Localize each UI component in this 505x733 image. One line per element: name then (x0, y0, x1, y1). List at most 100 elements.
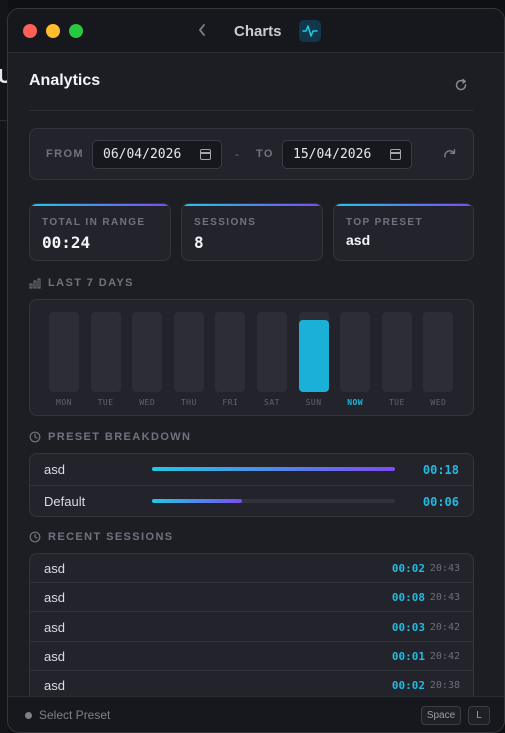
status-dot (25, 712, 32, 719)
session-preset-name: asd (44, 648, 65, 664)
stat-label: SESSIONS (194, 217, 257, 228)
stat-label: TOP PRESET (346, 217, 423, 228)
session-preset-name: asd (44, 678, 65, 694)
stat-sessions: SESSIONS 8 (181, 203, 323, 261)
from-date-input[interactable]: 06/04/2026 (92, 140, 222, 169)
redo-icon (444, 149, 456, 158)
bar-sat-5 (257, 312, 287, 392)
space-shortcut-key[interactable]: Space (421, 706, 461, 725)
activity-button[interactable] (299, 20, 321, 42)
session-time: 20:43 (429, 592, 460, 604)
preset-time: 00:18 (422, 463, 459, 477)
last-7-days-header: LAST 7 DAYS (29, 277, 134, 289)
range-dash: - (235, 147, 239, 161)
background-divider (0, 120, 8, 121)
session-duration: 00:01 (391, 649, 425, 663)
session-time: 20:38 (429, 680, 460, 692)
stat-value: 8 (194, 233, 204, 252)
session-duration: 00:03 (391, 620, 425, 634)
calendar-icon[interactable] (200, 149, 211, 160)
to-date-value: 15/04/2026 (293, 147, 372, 162)
bar-label: WED (430, 398, 447, 407)
stat-value: asd (346, 232, 371, 248)
stat-label: TOTAL IN RANGE (42, 217, 146, 228)
bar-label: SUN (305, 398, 322, 407)
date-range-card: FROM 06/04/2026 - TO 15/04/2026 (29, 128, 474, 180)
bar-label: WED (139, 398, 156, 407)
bar-thu-3 (173, 312, 204, 392)
preset-name: asd (44, 462, 65, 477)
bar-fill (298, 320, 329, 392)
from-label: FROM (46, 148, 84, 160)
session-preset-name: asd (44, 561, 65, 576)
refresh-button[interactable] (452, 76, 470, 94)
calendar-icon[interactable] (390, 149, 401, 160)
bar-chart-icon (29, 278, 41, 288)
footer-bar: Select Preset Space L (8, 696, 504, 732)
bar-label: TUE (97, 398, 114, 407)
stat-value: 00:24 (42, 233, 91, 252)
session-preset-name: asd (44, 619, 65, 635)
analytics-content[interactable]: Analytics FROM 06/04/2026 - TO 15/04/202… (8, 54, 504, 696)
session-preset-name: asd (44, 590, 65, 606)
bar-label: TUE (388, 398, 405, 407)
to-label: TO (256, 148, 274, 160)
recent-session-row[interactable]: asd 00:08 20:43 (30, 583, 473, 613)
preset-breakdown-list: asd 00:18 Default 00:06 (29, 453, 474, 517)
recent-session-row[interactable]: asd 00:02 20:43 (30, 554, 473, 583)
bar-label: FRI (222, 398, 239, 407)
bar-label: THU (180, 398, 197, 407)
session-duration: 00:02 (391, 679, 425, 693)
recent-session-row[interactable]: asd 00:03 20:42 (30, 613, 473, 642)
bar-wed-2 (132, 312, 163, 392)
stat-top-preset: TOP PRESET asd (333, 203, 474, 261)
section-title: PRESET BREAKDOWN (48, 431, 192, 443)
chevron-left-icon[interactable] (197, 22, 207, 43)
activity-icon (302, 25, 318, 37)
bar-fri-4 (215, 312, 246, 392)
reset-range-button[interactable] (440, 144, 460, 164)
bar-tue-1 (90, 312, 121, 392)
recent-session-row[interactable]: asd 00:01 20:42 (30, 642, 473, 671)
bar-tue-8 (381, 312, 412, 392)
session-duration: 00:08 (391, 591, 425, 605)
select-preset-button[interactable]: Select Preset (39, 708, 111, 722)
title-divider (29, 110, 474, 111)
l-shortcut-key[interactable]: L (468, 706, 490, 725)
bar-label: NOW (347, 398, 364, 407)
close-window-button[interactable] (23, 24, 37, 38)
zoom-window-button[interactable] (69, 24, 83, 38)
stat-total-in-range: TOTAL IN RANGE 00:24 (29, 203, 171, 261)
preset-progress-track (152, 467, 395, 471)
clock-icon (29, 531, 41, 543)
session-time: 20:42 (429, 621, 460, 633)
last-7-days-chart: MON TUE WED THU FRI SAT SUN NOW TUE WED (29, 299, 474, 416)
session-time: 20:43 (429, 563, 460, 574)
preset-breakdown-header: PRESET BREAKDOWN (29, 431, 191, 443)
to-date-input[interactable]: 15/04/2026 (282, 140, 412, 169)
window-title: Charts (234, 23, 282, 40)
minimize-window-button[interactable] (46, 24, 60, 38)
bar-label: MON (56, 398, 72, 407)
session-time: 20:42 (429, 650, 460, 662)
recent-session-row[interactable]: asd 00:02 20:38 (30, 671, 473, 696)
recent-sessions-list[interactable]: asd 00:02 20:43 asd 00:08 20:43 asd 00:03 20:42 a… (29, 553, 474, 696)
page-title: Analytics (29, 72, 101, 89)
refresh-icon (455, 78, 467, 91)
preset-row[interactable]: asd 00:18 (30, 454, 473, 485)
bar-label: SAT (264, 398, 280, 407)
clock-icon (29, 431, 41, 443)
preset-time: 00:06 (422, 495, 459, 509)
section-title: RECENT SESSIONS (48, 531, 174, 543)
preset-name: Default (44, 494, 86, 509)
bar-now-7 (340, 312, 371, 392)
title-bar: Charts (8, 9, 504, 53)
analytics-window: Charts Analytics FROM 06/04/2026 - TO 15… (7, 8, 505, 733)
bar-sun-6 (298, 312, 329, 392)
recent-sessions-header: RECENT SESSIONS (29, 531, 174, 543)
section-title: LAST 7 DAYS (48, 277, 134, 289)
bar-wed-9 (423, 312, 454, 392)
preset-row[interactable]: Default 00:06 (30, 485, 473, 516)
from-date-value: 06/04/2026 (103, 147, 182, 162)
preset-progress-track (152, 499, 395, 503)
